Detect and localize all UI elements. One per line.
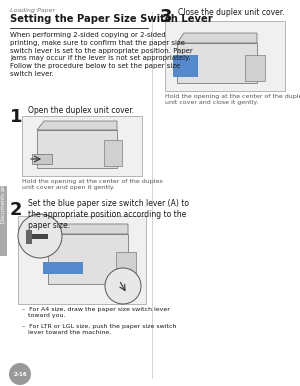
- Polygon shape: [177, 33, 257, 43]
- Text: Open the duplex unit cover.: Open the duplex unit cover.: [28, 106, 134, 115]
- Text: Setting the Paper Size Switch Lever: Setting the Paper Size Switch Lever: [10, 14, 213, 24]
- Bar: [104, 140, 122, 166]
- Text: Close the duplex unit cover.: Close the duplex unit cover.: [178, 8, 285, 17]
- Text: Hold the opening at the center of the duplex
unit cover and close it gently.: Hold the opening at the center of the du…: [165, 94, 300, 105]
- Bar: [48, 234, 128, 284]
- Text: When performing 2-sided copying or 2-sided
printing, make sure to confirm that t: When performing 2-sided copying or 2-sid…: [10, 32, 193, 77]
- Bar: [37, 130, 117, 168]
- Text: Documents and Print Media: Documents and Print Media: [1, 149, 6, 223]
- Bar: [0, 186, 7, 256]
- Text: Set the blue paper size switch lever (A) to
the appropriate position according t: Set the blue paper size switch lever (A)…: [28, 199, 189, 230]
- Bar: [22, 116, 142, 176]
- Bar: [32, 154, 52, 164]
- Polygon shape: [37, 121, 117, 130]
- Circle shape: [18, 214, 62, 258]
- Bar: [245, 55, 265, 81]
- Text: 2: 2: [10, 201, 22, 219]
- Circle shape: [105, 268, 141, 304]
- Bar: [43, 262, 83, 274]
- Circle shape: [9, 363, 31, 385]
- Bar: [30, 234, 48, 239]
- Text: 1: 1: [10, 108, 22, 126]
- Bar: [26, 230, 32, 244]
- Text: 3: 3: [160, 8, 172, 26]
- Text: 2-16: 2-16: [13, 371, 27, 376]
- Bar: [18, 216, 146, 304]
- Polygon shape: [48, 224, 128, 234]
- Bar: [116, 252, 136, 282]
- Text: –  For LTR or LGL size, push the paper size switch
   lever toward the machine.: – For LTR or LGL size, push the paper si…: [22, 324, 176, 335]
- Text: Hold the opening at the center of the duplex
unit cover and open it gently.: Hold the opening at the center of the du…: [22, 179, 163, 190]
- Bar: [165, 21, 285, 91]
- Text: –  For A4 size, draw the paper size switch lever
   toward you.: – For A4 size, draw the paper size switc…: [22, 307, 170, 318]
- Bar: [177, 43, 257, 83]
- Text: Loading Paper: Loading Paper: [10, 8, 55, 13]
- Bar: [173, 55, 198, 77]
